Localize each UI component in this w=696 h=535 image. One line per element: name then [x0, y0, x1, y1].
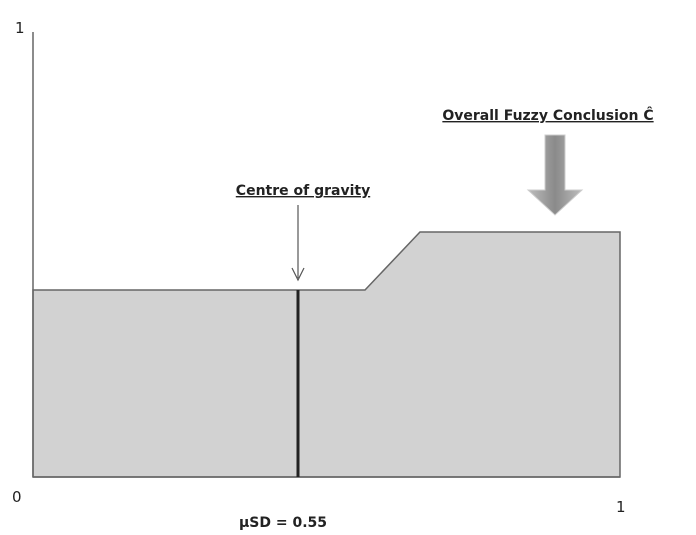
- centre-label: Centre of gravity: [236, 183, 370, 199]
- block-arrow: [526, 134, 584, 216]
- y-max-label: 1: [15, 19, 25, 37]
- result-label: μSD = 0.55: [239, 515, 327, 531]
- x-max-label: 1: [616, 498, 626, 516]
- origin-label: 0: [12, 488, 22, 506]
- conclusion-label: Overall Fuzzy Conclusion Ĉ: [442, 106, 653, 124]
- conclusion-area: [32, 231, 621, 478]
- pointer-arrow-head: [291, 267, 305, 282]
